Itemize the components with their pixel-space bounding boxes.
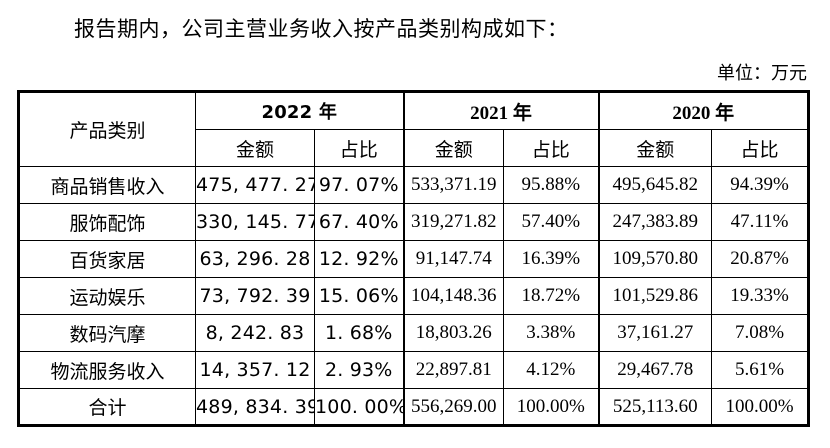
ratio-2020-cell: 94.39%: [711, 166, 810, 204]
category-cell: 服饰配饰: [18, 203, 196, 241]
ratio-2020-cell: 19.33%: [711, 277, 810, 315]
header-ratio-2022: 占比: [313, 129, 405, 167]
table-row-total: 合计 489, 834. 39 100. 00% 556,269.00 100.…: [18, 388, 810, 426]
category-cell: 运动娱乐: [18, 277, 196, 315]
ratio-2020-cell: 100.00%: [711, 388, 810, 426]
ratio-2022-cell: 12. 92%: [313, 240, 405, 278]
header-row-years: 产品类别 2022 年 2021 年 2020 年: [18, 91, 810, 167]
amount-2022-cell: 8, 242. 83: [195, 314, 315, 352]
amount-2021-cell: 91,147.74: [402, 240, 505, 278]
amount-2022-cell: 330, 145. 77: [195, 203, 315, 241]
amount-2020-cell: 247,383.89: [597, 203, 713, 241]
amount-2021-cell: 556,269.00: [402, 388, 505, 426]
header-ratio-2021: 占比: [503, 129, 600, 167]
ratio-2020-cell: 47.11%: [711, 203, 810, 241]
header-category: 产品类别: [18, 91, 196, 167]
table-row-goods-sales: 商品销售收入 475, 477. 27 97. 07% 533,371.19 9…: [18, 166, 810, 204]
table-row-digital-auto: 数码汽摩 8, 242. 83 1. 68% 18,803.26 3.38% 3…: [18, 314, 810, 352]
category-cell: 数码汽摩: [18, 314, 196, 352]
amount-2020-cell: 37,161.27: [597, 314, 713, 352]
header-amount-2020: 金额: [597, 129, 713, 167]
amount-2022-cell: 14, 357. 12: [195, 351, 315, 389]
amount-2022-cell: 475, 477. 27: [195, 166, 315, 204]
amount-2020-cell: 29,467.78: [597, 351, 713, 389]
ratio-2022-cell: 67. 40%: [313, 203, 405, 241]
category-cell: 物流服务收入: [18, 351, 196, 389]
ratio-2020-cell: 7.08%: [711, 314, 810, 352]
amount-2022-cell: 63, 296. 28: [195, 240, 315, 278]
ratio-2021-cell: 18.72%: [503, 277, 600, 315]
amount-2020-cell: 525,113.60: [597, 388, 713, 426]
header-year-2021: 2021 年: [402, 91, 600, 130]
amount-2020-cell: 109,570.80: [597, 240, 713, 278]
ratio-2021-cell: 100.00%: [503, 388, 600, 426]
ratio-2021-cell: 4.12%: [503, 351, 600, 389]
amount-2022-cell: 489, 834. 39: [195, 388, 315, 426]
ratio-2022-cell: 1. 68%: [313, 314, 405, 352]
header-amount-2021: 金额: [402, 129, 505, 167]
category-cell: 合计: [18, 388, 196, 426]
ratio-2022-cell: 15. 06%: [313, 277, 405, 315]
table-row-logistics: 物流服务收入 14, 357. 12 2. 93% 22,897.81 4.12…: [18, 351, 810, 389]
category-cell: 商品销售收入: [18, 166, 196, 204]
intro-paragraph: 报告期内，公司主营业务收入按产品类别构成如下：: [74, 17, 569, 41]
amount-2021-cell: 319,271.82: [402, 203, 505, 241]
header-amount-2022: 金额: [195, 129, 315, 167]
table-row-sports: 运动娱乐 73, 792. 39 15. 06% 104,148.36 18.7…: [18, 277, 810, 315]
ratio-2021-cell: 57.40%: [503, 203, 600, 241]
amount-2020-cell: 101,529.86: [597, 277, 713, 315]
amount-2021-cell: 18,803.26: [402, 314, 505, 352]
ratio-2022-cell: 97. 07%: [313, 166, 405, 204]
header-ratio-2020: 占比: [711, 129, 810, 167]
header-row-metrics: 金额 占比 金额 占比 金额 占比: [19, 129, 810, 167]
ratio-2021-cell: 16.39%: [503, 240, 600, 278]
amount-2021-cell: 533,371.19: [402, 166, 505, 204]
amount-2021-cell: 22,897.81: [402, 351, 505, 389]
ratio-2022-cell: 100. 00%: [313, 388, 405, 426]
ratio-2021-cell: 95.88%: [503, 166, 600, 204]
header-year-2020: 2020 年: [597, 91, 810, 130]
ratio-2020-cell: 5.61%: [711, 351, 810, 389]
amount-2021-cell: 104,148.36: [402, 277, 505, 315]
table-row-home-goods: 百货家居 63, 296. 28 12. 92% 91,147.74 16.39…: [18, 240, 810, 278]
revenue-by-category-table: 产品类别 2022 年 2021 年 2020 年 金额 占比 金额 占比 金额…: [17, 90, 811, 427]
ratio-2020-cell: 20.87%: [711, 240, 810, 278]
header-year-2022: 2022 年: [194, 91, 405, 130]
table-row-apparel: 服饰配饰 330, 145. 77 67. 40% 319,271.82 57.…: [18, 203, 810, 241]
ratio-2021-cell: 3.38%: [503, 314, 600, 352]
amount-2020-cell: 495,645.82: [597, 166, 713, 204]
category-cell: 百货家居: [18, 240, 196, 278]
amount-2022-cell: 73, 792. 39: [195, 277, 315, 315]
unit-label: 单位：万元: [717, 63, 807, 83]
ratio-2022-cell: 2. 93%: [313, 351, 405, 389]
